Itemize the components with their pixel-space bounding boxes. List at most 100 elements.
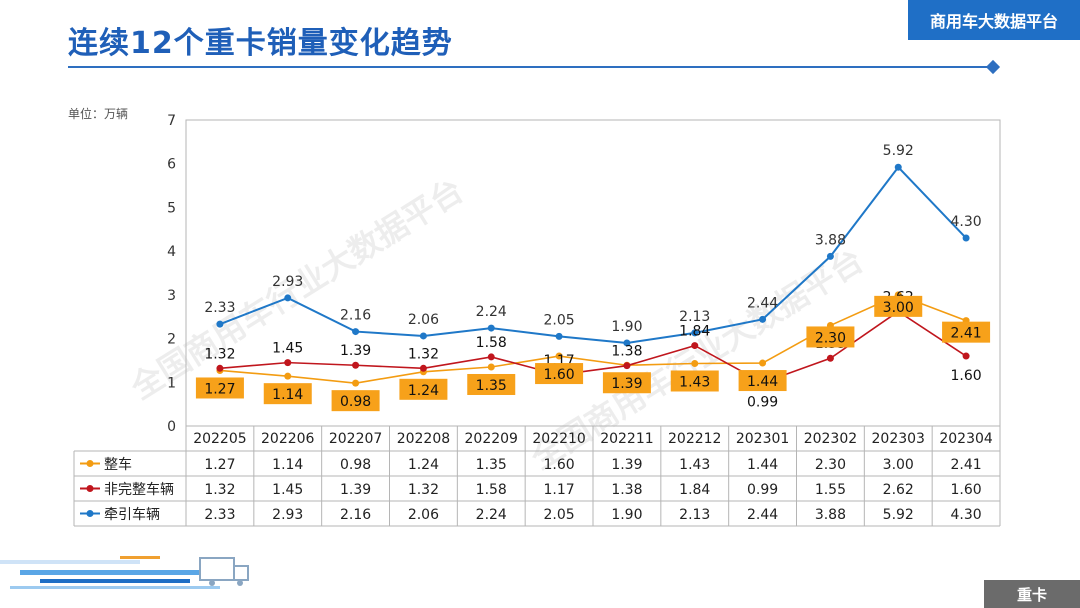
data-label-series-2: 2.06: [408, 312, 439, 328]
y-tick-label: 7: [167, 113, 176, 129]
footer-tag: 重卡: [984, 580, 1080, 608]
data-point: [826, 252, 834, 260]
table-cell: 2.06: [408, 507, 439, 523]
table-cell: 2.24: [476, 507, 507, 523]
x-tick-label: 202207: [329, 431, 382, 447]
table-cell: 1.38: [611, 482, 642, 498]
data-label-box: [670, 370, 719, 392]
x-tick-label: 202303: [872, 431, 925, 447]
table-cell: 1.32: [408, 482, 439, 498]
data-label-series-0: 1.43: [679, 374, 710, 390]
data-point: [691, 329, 699, 337]
data-label-series-0: 3.00: [883, 300, 914, 316]
data-label-series-1: 1.38: [611, 344, 642, 360]
data-label-series-0: 1.24: [408, 383, 439, 399]
series-line-1: [219, 310, 967, 384]
data-label-box: [602, 372, 651, 394]
data-label-series-2: 2.33: [204, 300, 235, 316]
table-cell: 1.39: [611, 457, 642, 473]
table-cell: 1.43: [679, 457, 710, 473]
table-cell: 2.16: [340, 507, 371, 523]
data-label-series-0: 1.39: [611, 376, 642, 392]
x-tick-label: 202209: [465, 431, 518, 447]
data-point: [487, 353, 495, 361]
data-point: [216, 364, 224, 372]
data-point: [759, 315, 767, 323]
data-point: [826, 354, 834, 362]
x-tick-label: 202211: [600, 431, 653, 447]
legend-marker: [86, 485, 94, 492]
table-cell: 1.58: [476, 482, 507, 498]
data-point: [962, 234, 970, 242]
data-label-series-2: 2.93: [272, 274, 303, 290]
table-cell: 2.30: [815, 457, 846, 473]
data-label-box: [399, 378, 448, 400]
table-cell: 0.99: [747, 482, 778, 498]
data-point: [691, 359, 699, 367]
table-cell: 1.39: [340, 482, 371, 498]
x-tick-label: 202304: [939, 431, 993, 447]
table-cell: 1.84: [679, 482, 710, 498]
data-point: [284, 359, 292, 367]
table-cell: 2.33: [204, 507, 235, 523]
data-label-series-1: 1.32: [204, 346, 235, 362]
brand-badge: 商用车大数据平台: [908, 0, 1080, 40]
data-point: [623, 339, 631, 347]
table-cell: 1.44: [747, 457, 778, 473]
table-cell: 1.90: [611, 507, 642, 523]
x-tick-label: 202212: [668, 431, 721, 447]
series-line-2: [219, 165, 967, 344]
y-tick-label: 1: [167, 375, 176, 391]
data-point: [623, 362, 631, 370]
table-cell: 4.30: [950, 507, 981, 523]
legend-marker: [86, 510, 94, 517]
table-cell: 1.32: [204, 482, 235, 498]
data-label-box: [806, 326, 855, 348]
table-cell: 1.35: [476, 457, 507, 473]
data-point: [352, 361, 360, 369]
data-label-series-0: 2.30: [815, 330, 846, 346]
legend-label: 整车: [104, 456, 132, 473]
data-label-series-1: 1.84: [679, 324, 710, 340]
data-point: [352, 328, 360, 336]
legend-label: 牵引车辆: [104, 506, 160, 523]
data-label-series-2: 2.13: [679, 309, 710, 325]
data-label-box: [195, 377, 244, 399]
y-tick-label: 4: [167, 244, 176, 260]
data-label-series-2: 5.92: [883, 143, 914, 159]
data-label-box: [738, 370, 787, 392]
data-label-series-2: 2.05: [543, 312, 574, 328]
x-tick-label: 202302: [804, 431, 857, 447]
data-point: [284, 294, 292, 302]
x-tick-label: 202301: [736, 431, 789, 447]
table-cell: 2.93: [272, 507, 303, 523]
y-tick-label: 6: [167, 157, 176, 173]
table-cell: 1.60: [543, 457, 574, 473]
data-label-series-2: 1.90: [611, 319, 642, 335]
data-point: [284, 372, 292, 380]
legend-marker: [86, 460, 94, 467]
data-point: [759, 359, 767, 367]
table-cell: 3.00: [883, 457, 914, 473]
data-label-series-2: 3.88: [815, 232, 846, 248]
data-label-series-1: 1.39: [340, 343, 371, 359]
y-tick-label: 5: [167, 200, 176, 216]
data-label-box: [467, 373, 516, 395]
unit-label: 单位：万辆: [68, 107, 129, 121]
data-label-series-1: 1.60: [950, 368, 981, 384]
table-cell: 3.88: [815, 507, 846, 523]
series-line-0: [219, 293, 967, 384]
table-cell: 1.14: [272, 457, 303, 473]
table-cell: 1.17: [543, 482, 574, 498]
data-point: [216, 320, 224, 328]
table-cell: 1.24: [408, 457, 439, 473]
x-tick-label: 202210: [532, 431, 585, 447]
data-label-series-1: 1.45: [272, 341, 303, 357]
data-point: [894, 163, 902, 171]
data-label-series-1: 0.99: [747, 395, 778, 411]
data-label-series-2: 4.30: [950, 214, 981, 230]
table-cell: 2.44: [747, 507, 778, 523]
page-title: 连续12个重卡销量变化趋势: [68, 26, 453, 61]
data-label-series-2: 2.24: [476, 304, 507, 320]
